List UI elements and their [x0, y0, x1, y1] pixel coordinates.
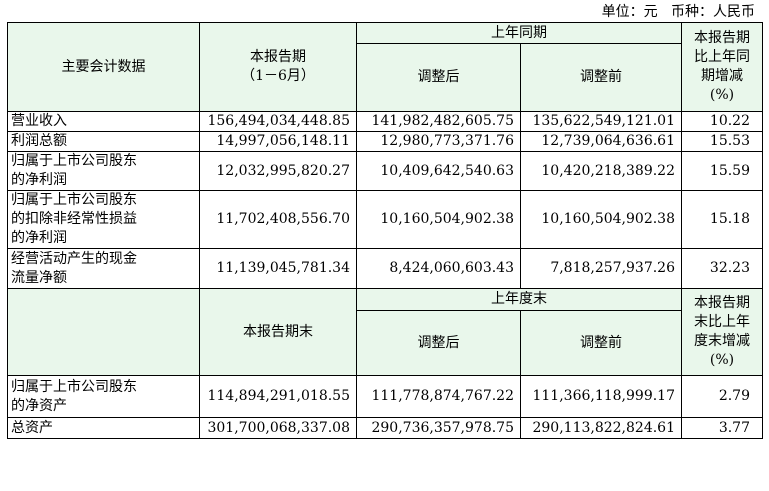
- cell-current-period: 156,494,034,448.85: [199, 111, 357, 132]
- cell-adjusted-before: 7,818,257,937.26: [520, 248, 682, 289]
- header-adjusted-before: 调整前: [520, 43, 682, 112]
- cell-adjusted-after: 10,409,642,540.63: [356, 151, 521, 191]
- row-label: 利润总额: [7, 131, 200, 152]
- header-change-line2: 末比上年: [694, 314, 750, 330]
- header-prior-year-same-period: 上年同期: [356, 22, 682, 44]
- header-current-period: 本报告期 （1－6月）: [199, 22, 357, 112]
- header-yoy-change-line1: 本报告期: [694, 30, 750, 46]
- cell-adjusted-before: 111,366,118,999.17: [520, 375, 682, 418]
- row-label-line: 营业收入: [11, 113, 67, 129]
- header-current-period-line1: 本报告期: [250, 49, 306, 65]
- cell-change-percent: 15.59: [681, 151, 763, 191]
- table-row: 利润总额 14,997,056,148.11 12,980,773,371.76 12…: [7, 131, 763, 152]
- header-change-line1: 本报告期: [694, 295, 750, 311]
- header-empty-cell: [7, 288, 200, 376]
- section2-header-row: 本报告期末 上年度末 本报告期末比上年度末增减 (%): [7, 288, 763, 376]
- row-label-line: 的净利润: [11, 172, 67, 188]
- cell-current-period: 114,894,291,018.55: [199, 375, 357, 418]
- header-change-line4: (%): [709, 352, 735, 368]
- table-row: 总资产 301,700,068,337.08 290,736,357,978.75 2…: [7, 417, 763, 439]
- header-yoy-change-line2: 比上年同: [694, 49, 750, 65]
- cell-adjusted-before: 12,739,064,636.61: [520, 131, 682, 152]
- row-label: 经营活动产生的现金 流量净额: [7, 248, 200, 289]
- cell-adjusted-before: 10,420,218,389.22: [520, 151, 682, 191]
- row-label-line: 经营活动产生的现金: [11, 250, 137, 267]
- unit-currency-note: 单位：元 币种：人民币: [601, 4, 755, 20]
- row-label-line: 归属于上市公司股东: [11, 153, 137, 169]
- row-label-line: 流量净额: [11, 269, 67, 286]
- row-label-line: 总资产: [11, 419, 53, 436]
- row-label: 归属于上市公司股东 的净资产: [7, 375, 200, 418]
- table-row: 归属于上市公司股东 的扣除非经常性损益 的净利润 11,702,408,556.70 1…: [7, 190, 763, 249]
- cell-current-period: 301,700,068,337.08: [199, 417, 357, 439]
- header-current-period-line2: （1－6月）: [241, 68, 315, 84]
- cell-adjusted-after: 8,424,060,603.43: [356, 248, 521, 289]
- header-main-data: 主要会计数据: [7, 22, 200, 112]
- section2-header-row: 调整后 调整前: [8, 310, 763, 376]
- table-row: 归属于上市公司股东 的净利润 12,032,995,820.27 10,409,642…: [7, 151, 763, 191]
- table-row: 归属于上市公司股东 的净资产 114,894,291,018.55 111,778,8…: [7, 375, 763, 418]
- cell-current-period: 14,997,056,148.11: [199, 131, 357, 152]
- header-change-vs-prior-year-end: 本报告期末比上年度末增减 (%): [681, 288, 763, 376]
- cell-change-percent: 3.77: [681, 417, 763, 439]
- cell-adjusted-after: 12,980,773,371.76: [356, 131, 521, 152]
- header-adjusted-after: 调整后: [356, 43, 521, 112]
- header-period-end: 本报告期末: [199, 288, 357, 376]
- cell-change-percent: 10.22: [681, 111, 763, 132]
- cell-current-period: 11,702,408,556.70: [199, 190, 357, 249]
- header-adjusted-after: 调整后: [356, 310, 521, 376]
- header-yoy-change-line4: (%): [709, 87, 735, 103]
- row-label-line: 归属于上市公司股东: [11, 378, 137, 395]
- cell-adjusted-before: 10,160,504,902.38: [520, 190, 682, 249]
- row-label-line: 的净资产: [11, 397, 67, 414]
- cell-adjusted-before: 290,113,822,824.61: [520, 417, 682, 439]
- table-row: 营业收入 156,494,034,448.85 141,982,482,605.75…: [7, 111, 763, 132]
- row-label: 归属于上市公司股东 的扣除非经常性损益 的净利润: [7, 190, 200, 249]
- cell-adjusted-before: 135,622,549,121.01: [520, 111, 682, 132]
- row-label: 归属于上市公司股东 的净利润: [7, 151, 200, 191]
- key-accounting-data-table: 主要会计数据 本报告期 （1－6月） 上年同期 本报告期 比上年同 期增减 (%…: [7, 22, 763, 439]
- row-label-line: 利润总额: [11, 133, 67, 149]
- cell-change-percent: 15.18: [681, 190, 763, 249]
- cell-current-period: 12,032,995,820.27: [199, 151, 357, 191]
- row-label: 总资产: [7, 417, 200, 439]
- cell-change-percent: 2.79: [681, 375, 763, 418]
- cell-adjusted-after: 141,982,482,605.75: [356, 111, 521, 132]
- row-label-line: 的扣除非经常性损益: [11, 211, 137, 227]
- header-adjusted-before: 调整前: [520, 310, 682, 376]
- row-label-line: 的净利润: [11, 230, 67, 246]
- cell-current-period: 11,139,045,781.34: [199, 248, 357, 289]
- cell-change-percent: 32.23: [681, 248, 763, 289]
- row-label-line: 归属于上市公司股东: [11, 192, 137, 208]
- cell-adjusted-after: 290,736,357,978.75: [356, 417, 521, 439]
- header-yoy-change-line3: 期增减: [701, 68, 743, 84]
- cell-adjusted-after: 111,778,874,767.22: [356, 375, 521, 418]
- row-label: 营业收入: [7, 111, 200, 132]
- header-yoy-change: 本报告期 比上年同 期增减 (%): [681, 22, 763, 112]
- header-prior-year-end: 上年度末: [356, 288, 682, 311]
- table-row: 经营活动产生的现金 流量净额 11,139,045,781.34 8,424,060,…: [7, 248, 763, 289]
- cell-adjusted-after: 10,160,504,902.38: [356, 190, 521, 249]
- header-change-line3: 度末增减: [694, 333, 750, 349]
- cell-change-percent: 15.53: [681, 131, 763, 152]
